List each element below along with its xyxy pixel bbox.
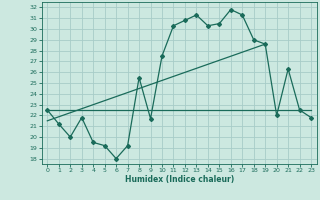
X-axis label: Humidex (Indice chaleur): Humidex (Indice chaleur) — [124, 175, 234, 184]
